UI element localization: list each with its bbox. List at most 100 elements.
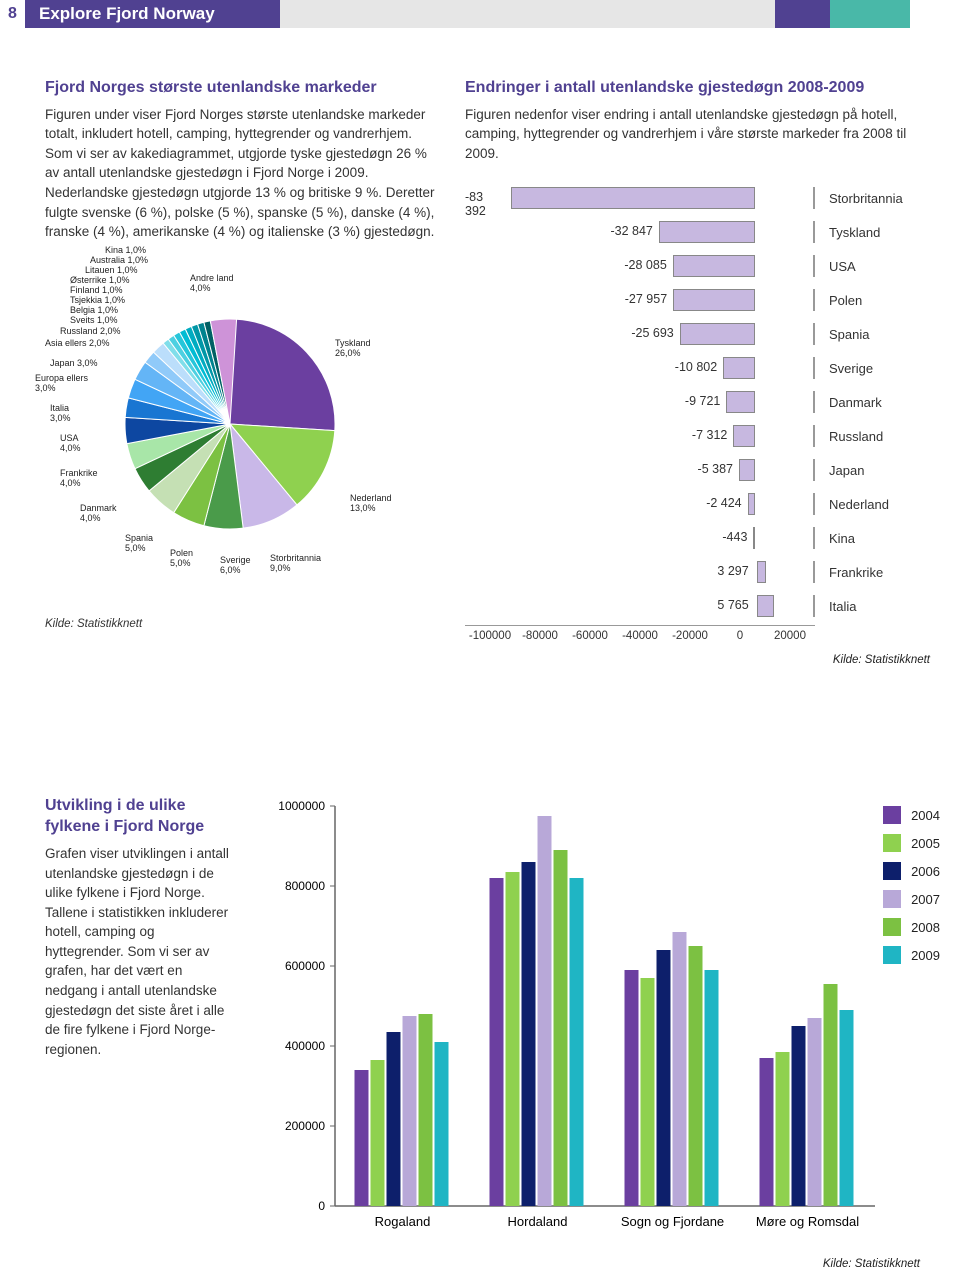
- barh-track: -5 387: [465, 459, 815, 481]
- barv-cat-label: Sogn og Fjordane: [621, 1214, 724, 1229]
- barv-bar: [435, 1042, 449, 1206]
- barh-track: -443: [465, 527, 815, 549]
- legend-item: 2008: [883, 918, 940, 936]
- barh-value: 3 297: [717, 564, 748, 578]
- barv-ytick-label: 400000: [285, 1039, 325, 1053]
- legend-swatch: [883, 806, 901, 824]
- barv-bar: [403, 1016, 417, 1206]
- barh-tick: -40000: [615, 630, 665, 642]
- barh-track: -32 847: [465, 221, 815, 243]
- barh-track: -27 957: [465, 289, 815, 311]
- section2-source: Kilde: Statistikknett: [265, 1258, 920, 1270]
- left-column: Fjord Norges største utenlandske markede…: [45, 78, 435, 666]
- barv-bar: [824, 984, 838, 1206]
- left-body: Figuren under viser Fjord Norges største…: [45, 105, 435, 242]
- pie-label: Litauen 1,0%: [85, 266, 138, 276]
- barh-track: -7 312: [465, 425, 815, 447]
- legend-label: 2009: [911, 948, 940, 963]
- barv-bar: [689, 946, 703, 1206]
- barh-row: -7 312Russland: [465, 421, 930, 451]
- barh-row: -2 424Nederland: [465, 489, 930, 519]
- barh-row: -5 387Japan: [465, 455, 930, 485]
- pie-label: Polen5,0%: [170, 549, 193, 569]
- section2: Utvikling i de ulike fylkene i Fjord Nor…: [0, 676, 960, 1280]
- barh-bar: [673, 289, 755, 311]
- barh-bar: [659, 221, 755, 243]
- legend-swatch: [883, 890, 901, 908]
- barv-bar: [760, 1058, 774, 1206]
- barv-bar: [355, 1070, 369, 1206]
- barh-bar: [680, 323, 755, 345]
- barv-bar: [522, 862, 536, 1206]
- legend-item: 2007: [883, 890, 940, 908]
- barv-bar: [641, 978, 655, 1206]
- barh-value: 5 765: [717, 598, 748, 612]
- barh-track: 3 297: [465, 561, 815, 583]
- pie-label: Sveits 1,0%: [70, 316, 118, 326]
- barh-bar: [733, 425, 754, 447]
- barh-label: Storbritannia: [829, 191, 903, 206]
- barv-ytick-label: 800000: [285, 879, 325, 893]
- pie-label: Asia ellers 2,0%: [45, 339, 110, 349]
- barh-bar: [673, 255, 755, 277]
- legend-label: 2006: [911, 864, 940, 879]
- barh-value: -10 802: [675, 360, 717, 374]
- legend-item: 2009: [883, 946, 940, 964]
- barh-label: Sverige: [829, 361, 873, 376]
- header-band-purple: [775, 0, 830, 28]
- barv-cat-label: Hordaland: [508, 1214, 568, 1229]
- barh-label: Danmark: [829, 395, 882, 410]
- legend-swatch: [883, 918, 901, 936]
- barv-ytick-label: 600000: [285, 959, 325, 973]
- pie-label: USA4,0%: [60, 434, 81, 454]
- barh-value: -27 957: [625, 292, 667, 306]
- barh-track: -10 802: [465, 357, 815, 379]
- barv-chart: 10000008000006000004000002000000Rogaland…: [265, 796, 905, 1246]
- barh-value: -32 847: [610, 224, 652, 238]
- barh-row: -9 721 Danmark: [465, 387, 930, 417]
- barv-bar: [538, 816, 552, 1206]
- barh-row: -28 085USA: [465, 251, 930, 281]
- legend-swatch: [883, 862, 901, 880]
- barh-row: -10 802 Sverige: [465, 353, 930, 383]
- pie-label: Spania5,0%: [125, 534, 153, 554]
- header-band: 8 Explore Fjord Norway: [0, 0, 960, 28]
- section2-right: 10000008000006000004000002000000Rogaland…: [265, 796, 930, 1270]
- barh-row: 5 765Italia: [465, 591, 930, 621]
- barv-ytick-label: 1000000: [278, 799, 325, 813]
- legend-swatch: [883, 946, 901, 964]
- legend-label: 2008: [911, 920, 940, 935]
- pie-label: Russland 2,0%: [60, 327, 121, 337]
- pie-svg: [100, 294, 360, 554]
- barh-tick: -20000: [665, 630, 715, 642]
- barv-bar: [554, 850, 568, 1206]
- content-area: Fjord Norges største utenlandske markede…: [0, 28, 960, 676]
- pie-label: Finland 1,0%: [70, 286, 123, 296]
- barh-label: Frankrike: [829, 565, 883, 580]
- left-source: Kilde: Statistikknett: [45, 618, 435, 630]
- barh-bar: [753, 527, 755, 549]
- right-source: Kilde: Statistikknett: [465, 654, 930, 666]
- barh-bar: [726, 391, 754, 413]
- barh-value: -83 392: [465, 190, 505, 218]
- barv-bar: [387, 1032, 401, 1206]
- right-title: Endringer i antall utenlandske gjestedøg…: [465, 78, 930, 99]
- legend-label: 2007: [911, 892, 940, 907]
- barh-value: -9 721: [685, 394, 720, 408]
- pie-label: Østerrike 1,0%: [70, 276, 130, 286]
- barh-bar: [757, 595, 774, 617]
- barv-ytick-label: 0: [318, 1199, 325, 1213]
- barv-bar: [705, 970, 719, 1206]
- barv-bar: [673, 932, 687, 1206]
- barv-legend: 200420052006200720082009: [883, 806, 940, 974]
- barh-label: Tyskland: [829, 225, 880, 240]
- pie-label: Tyskland26,0%: [335, 339, 371, 359]
- pie-label: Italia3,0%: [50, 404, 71, 424]
- barh-axis: -100000-80000-60000-40000-20000020000: [465, 625, 815, 642]
- pie-label: Danmark4,0%: [80, 504, 117, 524]
- left-title: Fjord Norges største utenlandske markede…: [45, 78, 435, 99]
- barv-ytick-label: 200000: [285, 1119, 325, 1133]
- barh-row: 3 297 Frankrike: [465, 557, 930, 587]
- legend-item: 2006: [883, 862, 940, 880]
- barh-label: USA: [829, 259, 856, 274]
